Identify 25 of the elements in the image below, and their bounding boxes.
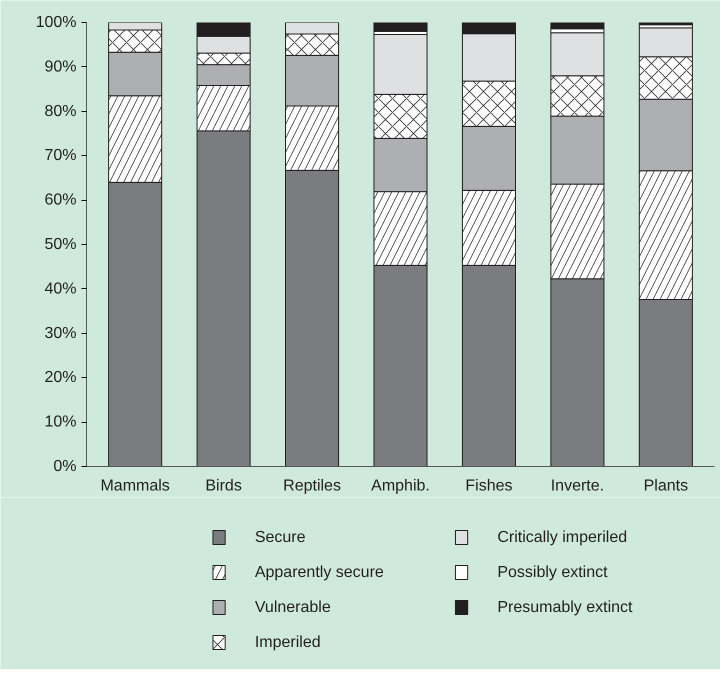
y-tick-label: 10% — [44, 414, 77, 431]
x-tick-label: Amphib. — [371, 478, 430, 494]
legend-label: Vulnerable — [254, 599, 331, 616]
x-tick-label: Inverte. — [550, 478, 604, 494]
x-tick-label: Reptiles — [283, 478, 341, 494]
legend-label: Possibly extinct — [497, 564, 608, 581]
x-tick-label: Plants — [644, 478, 688, 494]
y-tick-label: 40% — [44, 280, 77, 298]
legend-label: Presumably extinct — [497, 599, 634, 616]
x-tick-label: Mammals — [100, 478, 170, 494]
y-tick-label: 0% — [53, 458, 76, 475]
legend-label: Imperiled — [254, 634, 321, 651]
y-tick-label: 30% — [44, 324, 77, 342]
y-tick-label: 80% — [44, 102, 77, 120]
y-tick-label: 70% — [44, 147, 77, 164]
x-tick-label: Fishes — [465, 478, 513, 494]
legend-label: Secure — [254, 529, 306, 546]
legend-label: Apparently secure — [254, 564, 384, 581]
y-tick-label: 50% — [44, 236, 77, 253]
x-tick-label: Birds — [205, 478, 242, 494]
y-tick-label: 100% — [36, 14, 76, 31]
y-tick-label: 60% — [44, 192, 77, 209]
legend-label: Critically imperiled — [497, 529, 628, 546]
y-tick-label: 90% — [44, 58, 77, 76]
y-tick-label: 20% — [44, 369, 77, 386]
